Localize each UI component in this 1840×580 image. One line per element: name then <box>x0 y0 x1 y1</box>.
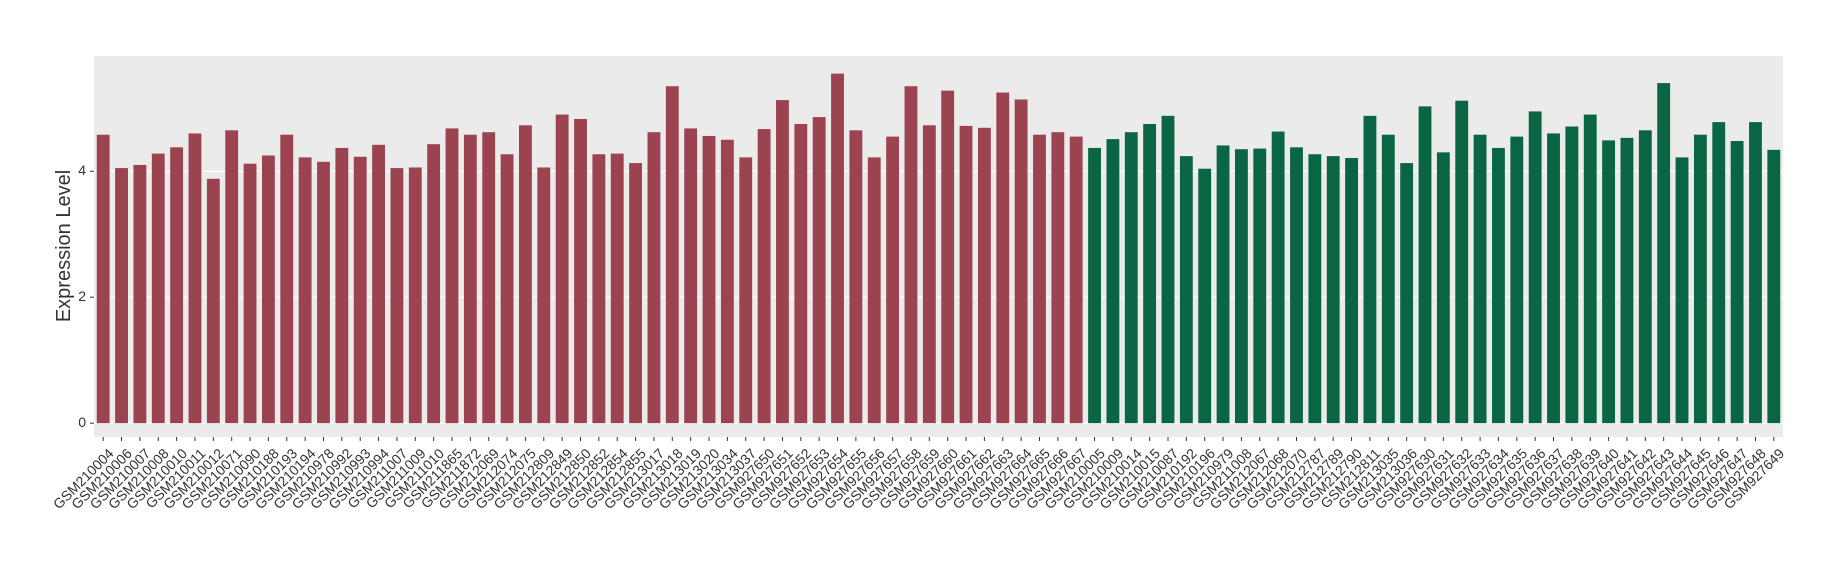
bar <box>1124 132 1138 424</box>
y-axis-title: Expression Level <box>53 170 75 322</box>
bar <box>831 73 844 424</box>
bar <box>702 135 716 424</box>
bar <box>353 156 367 424</box>
bar <box>574 118 587 424</box>
bar <box>1767 149 1781 424</box>
bar <box>206 178 220 424</box>
bar <box>96 134 110 424</box>
bar <box>757 129 771 424</box>
bar <box>1143 124 1157 424</box>
bar <box>1234 149 1248 424</box>
bar <box>1510 136 1524 424</box>
bar <box>133 164 147 424</box>
bar <box>390 168 404 424</box>
bar <box>188 133 202 424</box>
bar <box>1436 152 1450 424</box>
bar <box>665 86 679 424</box>
bar <box>1069 136 1083 424</box>
bar <box>261 155 275 424</box>
bar <box>1345 158 1358 424</box>
bar <box>1014 99 1028 424</box>
bar <box>500 154 514 424</box>
bar <box>1290 147 1303 424</box>
bar <box>482 132 496 424</box>
bar <box>1583 114 1597 424</box>
bar <box>886 136 900 424</box>
bar <box>555 114 569 424</box>
y-tick-label: 4 <box>78 162 86 178</box>
bar <box>1565 126 1579 424</box>
bar <box>151 153 165 424</box>
bar <box>1033 134 1046 424</box>
bar <box>1161 115 1175 424</box>
bar <box>941 90 955 424</box>
bar <box>170 147 184 424</box>
bar <box>1602 140 1616 424</box>
bar <box>1730 141 1744 424</box>
bar <box>1473 134 1487 424</box>
bar <box>427 144 441 424</box>
bar <box>408 167 422 424</box>
bar <box>904 86 918 424</box>
bar <box>317 161 330 424</box>
bar <box>1492 147 1505 424</box>
bar <box>684 128 698 424</box>
bar <box>225 130 239 424</box>
bar <box>1216 145 1230 424</box>
bar <box>1693 134 1707 424</box>
bar <box>1106 139 1120 424</box>
bar <box>1179 156 1193 424</box>
bar <box>280 134 294 424</box>
y-tick-label: 2 <box>78 288 86 304</box>
bar <box>1638 130 1652 424</box>
bar <box>647 132 661 424</box>
bar <box>812 117 826 424</box>
bar <box>243 163 257 424</box>
bar <box>1657 83 1671 424</box>
bar <box>1418 106 1432 424</box>
bar <box>1620 137 1634 424</box>
bar <box>996 92 1010 424</box>
bar <box>977 127 991 424</box>
bar <box>1381 134 1395 424</box>
bar <box>610 153 624 424</box>
bar <box>1675 157 1689 424</box>
bar <box>794 124 808 424</box>
bar <box>720 139 734 424</box>
bar <box>519 125 532 424</box>
bar <box>849 130 863 424</box>
bar <box>629 163 643 424</box>
bar <box>1455 100 1469 424</box>
bar <box>372 144 385 424</box>
bar <box>592 154 606 424</box>
bar <box>463 134 477 424</box>
bar <box>1400 163 1414 424</box>
bar <box>1051 132 1065 424</box>
bar <box>867 157 881 424</box>
bar <box>1363 115 1377 424</box>
bar <box>1308 154 1322 424</box>
bar <box>739 157 753 424</box>
bar <box>115 168 128 424</box>
y-tick-label: 0 <box>78 414 86 430</box>
bar <box>1547 133 1560 424</box>
bar <box>1528 111 1542 424</box>
bar <box>1253 148 1267 424</box>
bar <box>1088 147 1101 424</box>
bar <box>1749 122 1762 424</box>
bar <box>1271 131 1285 424</box>
bar <box>1712 122 1726 424</box>
bar <box>445 128 459 424</box>
bar <box>298 157 312 424</box>
bar <box>537 167 551 424</box>
bar <box>922 125 936 424</box>
bar <box>1326 156 1340 424</box>
bar <box>776 100 789 424</box>
bar <box>335 147 349 424</box>
bar <box>1198 168 1212 424</box>
bar <box>959 125 973 424</box>
